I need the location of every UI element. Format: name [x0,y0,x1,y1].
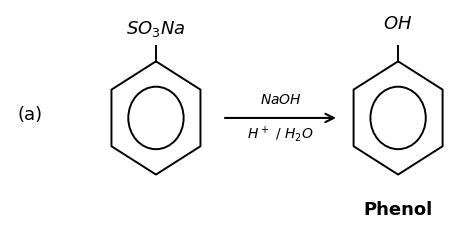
Text: $H^+\ /\ H_2O$: $H^+\ /\ H_2O$ [247,125,314,144]
Text: $NaOH$: $NaOH$ [260,93,301,107]
Text: (a): (a) [18,106,43,124]
Text: $OH$: $OH$ [383,15,413,33]
Text: $SO_3Na$: $SO_3Na$ [126,19,186,39]
Text: Phenol: Phenol [364,201,433,219]
